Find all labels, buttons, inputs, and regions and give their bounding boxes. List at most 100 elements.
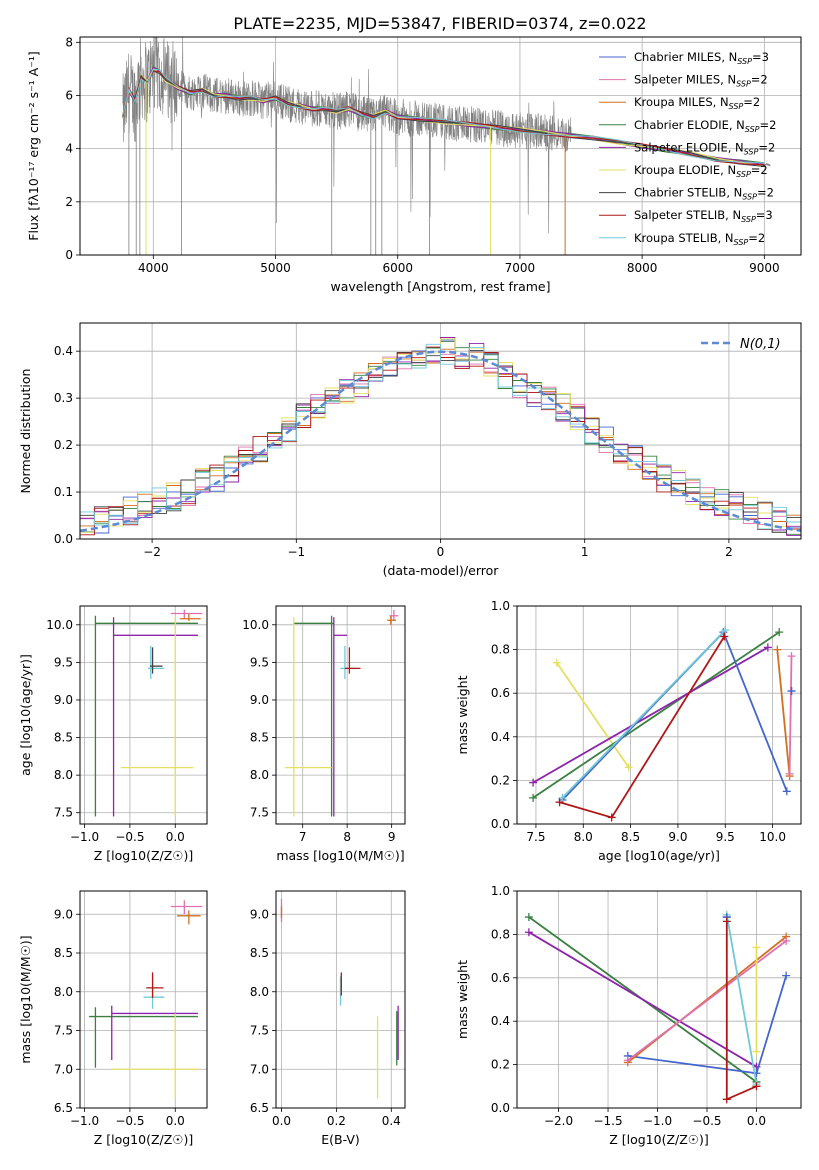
y-axis-label: mass weight <box>455 960 470 1039</box>
x-tick-label: 0.2 <box>327 1114 346 1128</box>
y-tick-label: 8.0 <box>250 768 269 782</box>
y-tick-label: 0.8 <box>491 927 510 941</box>
x-axis-label: Z [log10(Z/Z☉)] <box>94 848 194 863</box>
legend-entry: Chabrier ELODIE, NSSP=2 <box>634 118 776 134</box>
data-point-marker <box>782 787 791 796</box>
y-tick-label: 0.2 <box>54 438 73 452</box>
panel-mass_weight_vs_age: 7.5 8.0 8.5 9.0 9.5 10.0 0.0 0.2 0.4 0.6 0.8 1.0 age… <box>455 599 802 863</box>
data-point-marker <box>529 778 538 787</box>
panel-age_vs_mass: 7 8 9 7.5 8.0 8.5 9.0 9.5 10.0 mass [log10(M/M☉)] <box>242 605 406 863</box>
x-axis-label: Z [log10(Z/Z☉)] <box>609 1132 709 1147</box>
y-axis-label: mass [log10(M/M☉)] <box>18 935 33 1063</box>
axes-frame <box>516 605 802 825</box>
x-tick-label: 9 <box>388 830 396 844</box>
y-tick-label: 0.1 <box>54 485 73 499</box>
legend-entry: Chabrier STELIB, NSSP=2 <box>634 186 774 202</box>
y-tick-label: 6.5 <box>250 1101 269 1115</box>
y-tick-label: 8.5 <box>54 731 73 745</box>
legend-entry: Kroupa STELIB, NSSP=2 <box>634 231 765 247</box>
y-tick-label: 0 <box>65 248 73 262</box>
x-tick-label: −0.5 <box>115 830 144 844</box>
data-point-marker <box>752 943 761 952</box>
data-point-marker <box>552 658 561 667</box>
y-tick-label: 8.5 <box>54 946 73 960</box>
data-point-marker <box>787 652 796 661</box>
x-tick-label: 7 <box>299 830 307 844</box>
y-tick-label: 0.2 <box>491 773 510 787</box>
data-point-marker <box>782 971 791 980</box>
y-tick-label: 9.0 <box>54 907 73 921</box>
data-point-marker <box>722 1095 731 1104</box>
x-tick-label: 0.0 <box>166 1114 185 1128</box>
plot-area <box>94 609 203 817</box>
x-tick-label: −2.0 <box>544 1114 573 1128</box>
axes-frame <box>79 36 802 256</box>
y-tick-label: 7.5 <box>250 1024 269 1038</box>
figure-title: PLATE=2235, MJD=53847, FIBERID=0374, z=0… <box>233 14 646 33</box>
y-tick-label: 0.3 <box>54 391 73 405</box>
x-tick-label: −1.0 <box>70 830 99 844</box>
data-point-marker <box>524 913 533 922</box>
x-tick-label: −1.5 <box>593 1114 622 1128</box>
x-axis-label: age [log10(age/yr)] <box>598 848 720 863</box>
data-point-marker <box>752 1047 761 1056</box>
weight-line <box>532 631 780 799</box>
x-tick-label: 8.0 <box>574 830 593 844</box>
y-tick-label: 0.6 <box>491 686 510 700</box>
y-tick-label: 9.0 <box>250 693 269 707</box>
plot-area <box>89 900 203 1099</box>
x-tick-label: 0.0 <box>272 1114 291 1128</box>
x-axis-label: wavelength [Angstrom, rest frame] <box>330 279 550 294</box>
data-point-marker <box>773 645 782 654</box>
y-tick-label: 10.0 <box>46 618 73 632</box>
x-axis-label: mass [log10(M/M☉)] <box>276 848 404 863</box>
plot-area <box>122 37 771 255</box>
panel-mass_weight_vs_Z: −2.0 −1.5 −1.0 −0.5 0.0 0.0 0.2 0.4 0.6 0.8 1.0 Z [… <box>455 884 802 1147</box>
x-tick-label: −1 <box>287 545 305 559</box>
weight-line <box>725 914 758 1085</box>
y-tick-label: 9.0 <box>54 693 73 707</box>
data-point-marker <box>785 769 794 778</box>
gaussian-curve <box>80 350 801 533</box>
weight-line <box>776 649 791 777</box>
panel-age_vs_Z: −1.0 −0.5 0.0 7.5 8.0 8.5 9.0 9.5 10.0 Z [log10(Z… <box>18 605 208 863</box>
legend-entry: Kroupa ELODIE, NSSP=2 <box>634 163 768 179</box>
x-tick-label: 1 <box>581 545 589 559</box>
y-tick-label: 0.6 <box>491 971 510 985</box>
y-axis-label: Normed distribution <box>18 369 33 494</box>
data-point-marker <box>720 632 729 641</box>
y-tick-label: 6 <box>65 88 73 102</box>
plot-area <box>280 898 399 1099</box>
data-point-marker <box>524 928 533 937</box>
weight-line <box>528 931 757 1068</box>
x-tick-label: 10.0 <box>759 830 786 844</box>
x-tick-label: 8000 <box>627 261 658 275</box>
y-tick-label: 0.4 <box>54 344 73 358</box>
y-tick-label: 7.5 <box>250 806 269 820</box>
y-tick-label: 0.2 <box>491 1058 510 1072</box>
x-tick-label: 9.5 <box>716 830 735 844</box>
axes-frame <box>79 605 208 825</box>
x-axis-label: Z [log10(Z/Z☉)] <box>94 1132 194 1147</box>
y-axis-label: Flux [fλ10⁻¹⁷ erg cm⁻² s⁻¹ A⁻¹] <box>26 51 41 240</box>
x-tick-label: 9.0 <box>668 830 687 844</box>
x-tick-label: 0.0 <box>166 830 185 844</box>
model-fit-line <box>122 70 765 166</box>
x-tick-label: 0.0 <box>747 1114 766 1128</box>
data-point-marker <box>558 793 567 802</box>
legend-entry: Salpeter ELODIE, NSSP=2 <box>634 140 775 156</box>
x-tick-label: −0.5 <box>115 1114 144 1128</box>
x-tick-label: −1.0 <box>643 1114 672 1128</box>
data-point-marker <box>763 643 772 652</box>
x-tick-label: 8.5 <box>621 830 640 844</box>
plot-area <box>284 609 399 817</box>
y-tick-label: 2 <box>65 195 73 209</box>
data-point-marker <box>787 687 796 696</box>
legend: Chabrier MILES, NSSP=3 Salpeter MILES, NS… <box>599 50 776 247</box>
y-tick-label: 4 <box>65 142 73 156</box>
x-tick-label: 2 <box>725 545 733 559</box>
legend-entry: N(0,1) <box>740 337 781 352</box>
y-tick-label: 8.0 <box>54 768 73 782</box>
y-tick-label: 9.5 <box>250 655 269 669</box>
